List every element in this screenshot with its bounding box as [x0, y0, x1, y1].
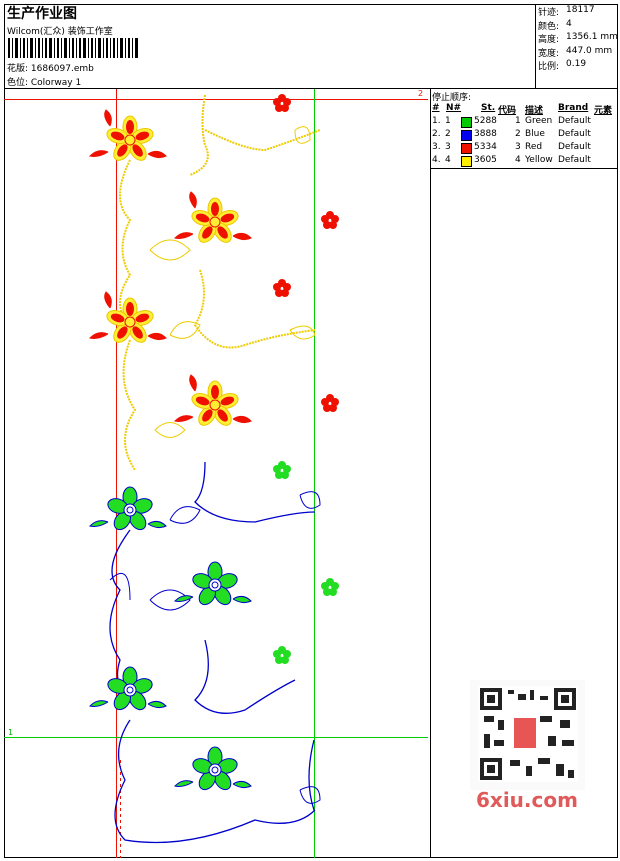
color-swatch	[461, 156, 472, 167]
stat-value: 447.0 mm	[566, 45, 613, 56]
column-header: St.	[481, 103, 496, 113]
cell-brand: Default	[558, 116, 591, 126]
cell-code: 1	[515, 116, 521, 126]
stop-title: 停止顺序:	[432, 93, 472, 103]
color-swatch	[461, 130, 472, 141]
watermark: 6xiu.com	[476, 788, 578, 812]
marker: 1	[8, 728, 14, 737]
column-header: 代码	[498, 106, 517, 116]
guides	[4, 89, 428, 858]
cell-brand: Default	[558, 155, 591, 165]
column-header: #	[432, 103, 440, 113]
column-header: N#	[446, 103, 462, 113]
column-header: Brand	[558, 103, 589, 113]
stat-value: 18117	[566, 5, 595, 15]
stat-label: 高度:	[538, 35, 560, 45]
stat-label: 宽度:	[538, 48, 560, 59]
cell-description: Red	[525, 142, 543, 152]
flowers	[89, 94, 339, 794]
cell-index: 2.	[432, 129, 441, 139]
stat-value: 1356.1 mm	[566, 32, 618, 42]
cell-code: 3	[515, 142, 521, 152]
cell-stitches: 3888	[474, 129, 497, 139]
color-swatch	[461, 117, 472, 128]
cell-stitches: 5334	[474, 142, 497, 152]
cell-description: Blue	[525, 129, 545, 139]
cell-n: 2	[445, 129, 451, 139]
cell-index: 1.	[432, 116, 441, 126]
qr-code	[470, 680, 585, 790]
cell-code: 4	[515, 155, 521, 165]
cell-stitches: 5288	[474, 116, 497, 126]
title: 生产作业图	[7, 6, 77, 22]
stat-value: 4	[566, 18, 572, 29]
cell-index: 3.	[432, 142, 441, 152]
barcode	[8, 38, 138, 58]
cell-n: 3	[445, 142, 451, 152]
cell-n: 1	[445, 116, 451, 126]
vines	[109, 94, 321, 844]
marker: 2	[418, 89, 424, 98]
cell-stitches: 3605	[474, 155, 497, 165]
cell-brand: Default	[558, 129, 591, 139]
color-swatch	[461, 143, 472, 154]
colorway: 色位: Colorway 1	[7, 78, 82, 88]
stat-value: 0.19	[566, 59, 587, 69]
cell-brand: Default	[558, 142, 591, 152]
column-header: 描述	[525, 106, 544, 116]
cell-description: Green	[525, 116, 553, 126]
design-file: 花版: 1686097.emb	[7, 64, 94, 74]
studio: Wilcom(汇众) 装饰工作室	[7, 27, 113, 37]
cell-description: Yellow	[525, 155, 553, 165]
frame	[4, 4, 618, 858]
cell-index: 4.	[432, 155, 441, 165]
stat-label: 针迹:	[538, 8, 560, 18]
cell-code: 2	[515, 129, 521, 139]
stat-label: 颜色:	[538, 21, 560, 32]
cell-n: 4	[445, 155, 451, 165]
column-header: 元素	[594, 106, 613, 116]
stat-label: 比例:	[538, 62, 560, 72]
